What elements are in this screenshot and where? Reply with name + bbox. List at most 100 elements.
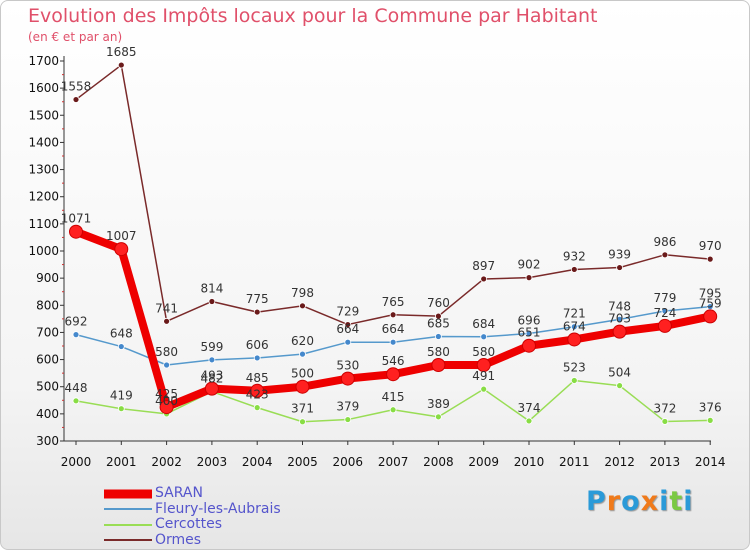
legend-label: Ormes	[155, 531, 202, 548]
data-point-saran	[250, 383, 265, 398]
data-label-saran: 530	[336, 359, 359, 373]
data-label-ormes: 939	[608, 248, 631, 262]
data-point-ormes	[344, 321, 352, 328]
series-line-ormes	[75, 64, 711, 326]
data-label-cercottes: 400	[155, 394, 178, 408]
x-tick-label: 2004	[242, 455, 273, 469]
data-label-saran: 724	[653, 306, 676, 320]
data-label-saran: 580	[472, 345, 495, 359]
data-point-ormes	[208, 298, 216, 305]
data-label-ormes: 798	[291, 286, 314, 300]
data-label-cercottes: 415	[382, 390, 405, 404]
legend-label: Fleury-les-Aubrais	[155, 500, 281, 517]
data-point-fleury-les-aubrais	[389, 338, 397, 346]
logo-letter: i	[683, 486, 694, 517]
series-lines	[69, 61, 718, 426]
data-point-cercottes	[253, 404, 261, 412]
x-tick-label: 2009	[468, 455, 499, 469]
x-tick-label: 2014	[695, 455, 726, 469]
data-point-saran	[703, 309, 718, 324]
data-label-cercottes: 419	[110, 389, 133, 403]
data-label-cercottes: 504	[608, 366, 631, 380]
x-tick-label: 2002	[151, 455, 182, 469]
data-label-ormes: 1685	[106, 45, 137, 59]
data-point-fleury-les-aubrais	[344, 338, 352, 346]
data-label-cercottes: 491	[472, 369, 495, 383]
data-label-cercottes: 523	[563, 360, 586, 374]
chart-title: Evolution des Impôts locaux pour la Comm…	[28, 5, 598, 27]
x-tick-label: 2008	[423, 455, 454, 469]
data-point-ormes	[434, 312, 442, 320]
data-point-fleury-les-aubrais	[616, 315, 623, 323]
data-label-fleury-les-aubrais: 748	[608, 299, 631, 313]
y-tick-label: 600	[36, 353, 59, 367]
data-label-fleury-les-aubrais: 648	[110, 327, 133, 341]
y-tick-label: 1500	[28, 108, 59, 122]
data-label-saran: 1071	[61, 212, 92, 226]
data-label-cercottes: 374	[518, 401, 541, 415]
data-label-cercottes: 371	[291, 402, 314, 416]
data-point-cercottes	[706, 416, 714, 424]
x-tick-label: 2010	[514, 455, 545, 469]
logo-letter: r	[606, 486, 622, 517]
y-tick-label: 400	[36, 407, 59, 421]
x-tick-label: 2005	[287, 455, 318, 469]
legend-swatch	[104, 523, 152, 526]
data-label-ormes: 760	[427, 296, 450, 310]
data-label-cercottes: 423	[246, 388, 269, 402]
data-point-ormes	[389, 311, 397, 319]
data-label-ormes: 932	[563, 249, 586, 263]
y-tick-label: 300	[36, 434, 59, 448]
data-point-cercottes	[344, 416, 352, 423]
data-point-ormes	[163, 317, 171, 325]
x-tick-label: 2007	[378, 455, 409, 469]
data-point-fleury-les-aubrais	[480, 333, 488, 341]
data-label-saran: 759	[699, 296, 722, 310]
data-label-ormes: 902	[518, 258, 541, 272]
axes: 300 400 500 600 700 800 900 1000 1100 1200 1300 140…	[28, 54, 725, 469]
data-label-ormes: 729	[336, 305, 359, 319]
x-tick-label: 2001	[106, 455, 137, 469]
y-tick-label: 800	[36, 298, 59, 312]
data-point-cercottes	[616, 382, 623, 390]
data-point-ormes	[525, 274, 533, 282]
data-point-cercottes	[299, 418, 306, 426]
data-label-saran: 546	[382, 354, 405, 368]
data-point-saran	[340, 371, 355, 386]
data-label-cercottes: 372	[653, 401, 676, 415]
y-tick-label: 1000	[28, 244, 59, 258]
data-point-cercottes	[389, 406, 397, 414]
logo-letter: P	[586, 486, 607, 517]
data-point-cercottes	[480, 385, 488, 393]
data-point-saran	[204, 381, 219, 396]
data-label-ormes: 775	[246, 292, 269, 306]
logo-letter: i	[659, 486, 670, 517]
data-point-fleury-les-aubrais	[525, 330, 533, 337]
data-point-ormes	[616, 264, 623, 271]
logo-letter: x	[640, 486, 660, 517]
data-label-ormes: 1558	[61, 80, 92, 94]
data-point-ormes	[661, 251, 669, 259]
data-label-saran: 580	[427, 345, 450, 359]
data-point-cercottes	[661, 418, 669, 425]
data-point-saran	[114, 242, 129, 257]
data-label-cercottes: 376	[699, 400, 722, 414]
data-point-fleury-les-aubrais	[434, 333, 442, 340]
data-label-fleury-les-aubrais: 620	[291, 334, 314, 348]
data-point-ormes	[72, 96, 80, 103]
data-point-fleury-les-aubrais	[72, 331, 80, 339]
data-point-saran	[657, 318, 672, 333]
logo-letter: o	[621, 486, 641, 517]
data-label-ormes: 986	[653, 235, 676, 249]
data-point-saran	[295, 379, 310, 394]
data-label-cercottes: 389	[427, 397, 450, 411]
data-label-ormes: 741	[155, 301, 178, 315]
data-label-fleury-les-aubrais: 599	[200, 340, 223, 354]
data-label-fleury-les-aubrais: 606	[246, 338, 269, 352]
legend-label: SARAN	[155, 485, 203, 501]
data-label-fleury-les-aubrais: 664	[382, 322, 405, 336]
data-label-saran: 1007	[106, 229, 137, 243]
data-point-ormes	[480, 275, 488, 283]
x-tick-label: 2006	[333, 455, 364, 469]
chart-subtitle: (en € et par an)	[28, 30, 123, 44]
